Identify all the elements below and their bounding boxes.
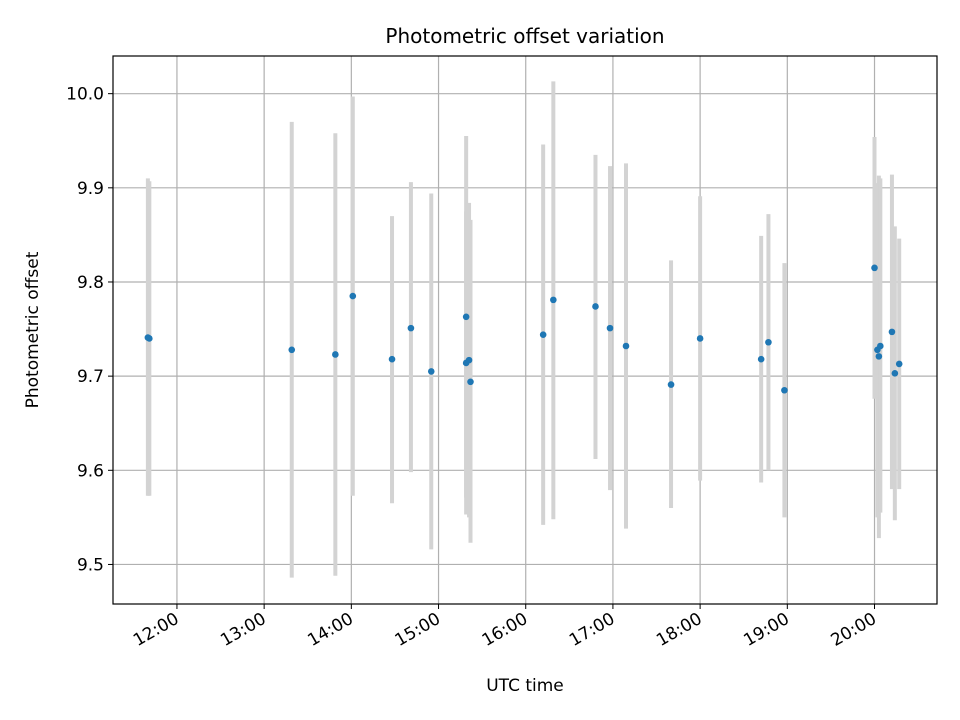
data-point xyxy=(895,360,903,368)
data-point xyxy=(592,303,599,310)
data-point xyxy=(550,296,557,304)
data-points xyxy=(144,264,903,394)
y-tick-label: 9.8 xyxy=(77,273,104,293)
grid xyxy=(113,56,937,604)
data-point xyxy=(388,355,396,363)
data-point xyxy=(465,356,473,364)
data-point xyxy=(467,378,474,386)
data-point xyxy=(539,331,547,339)
data-point xyxy=(765,338,772,346)
y-axis-ticks: 9.5 9.6 9.7 9.8 9.9 10.0 xyxy=(66,85,113,575)
y-tick-label: 9.7 xyxy=(77,367,104,387)
data-point xyxy=(407,324,415,332)
data-point xyxy=(622,342,630,350)
data-point xyxy=(606,324,614,332)
plot-frame xyxy=(112,55,938,605)
data-point xyxy=(888,328,896,336)
data-point xyxy=(891,370,899,377)
data-point xyxy=(332,351,339,358)
data-point xyxy=(781,386,788,394)
data-point xyxy=(146,335,153,342)
x-axis-label: UTC time xyxy=(486,676,564,696)
y-tick-label: 9.6 xyxy=(77,461,104,481)
data-point xyxy=(667,381,675,388)
chart-title: Photometric offset variation xyxy=(385,24,664,48)
data-point xyxy=(349,292,357,300)
data-point xyxy=(462,313,470,321)
data-point xyxy=(877,342,884,350)
data-point xyxy=(871,264,878,272)
y-tick-label: 9.9 xyxy=(77,179,104,199)
y-axis-label: Photometric offset xyxy=(23,251,43,408)
data-point xyxy=(757,355,765,363)
data-point xyxy=(875,353,883,360)
data-point xyxy=(427,368,435,375)
data-point xyxy=(288,346,296,354)
y-tick-label: 10.0 xyxy=(66,85,104,105)
y-tick-label: 9.5 xyxy=(77,555,104,575)
data-point xyxy=(696,335,704,342)
